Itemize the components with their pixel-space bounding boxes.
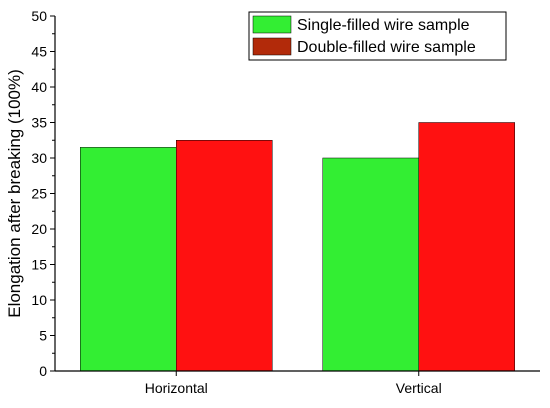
bar-double-horizontal [176,140,273,372]
y-axis-title: Elongation after breaking (100%) [5,69,24,318]
legend-swatch-double [252,37,292,56]
y-tick-label: 50 [31,8,47,24]
y-tick-label: 25 [31,186,47,202]
bars-layer [80,122,515,372]
bar-single-horizontal [80,147,177,372]
y-tick-label: 45 [31,44,47,60]
legend: Single-filled wire sample Double-filled … [248,11,507,61]
y-tick-label: 40 [31,79,47,95]
y-tick-label: 10 [31,292,47,308]
y-tick-label: 20 [31,221,47,237]
x-tick-label: Horizontal [145,380,208,396]
legend-box [248,11,507,61]
x-tick-label: Vertical [396,380,442,396]
y-tick-label: 30 [31,150,47,166]
y-tick-label: 15 [31,257,47,273]
bar-double-vertical [418,122,515,372]
bar-single-vertical [322,157,419,372]
y-tick-label: 5 [39,328,47,344]
legend-label-single: Single-filled wire sample [297,17,470,34]
y-tick-label: 35 [31,115,47,131]
legend-label-double: Double-filled wire sample [297,39,476,56]
axes-layer: Horizontal Vertical 0 5 10 15 20 25 30 35 40 45 50 [31,8,540,396]
legend-swatch-single [252,15,292,34]
y-tick-label: 0 [39,363,47,379]
